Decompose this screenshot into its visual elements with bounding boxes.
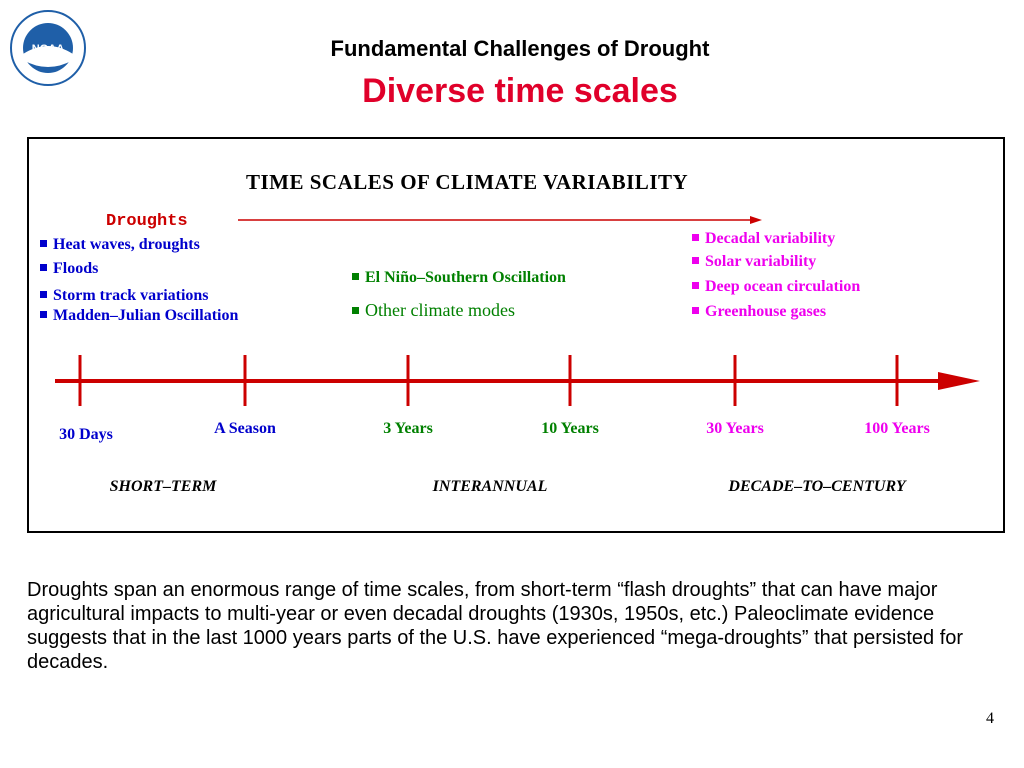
timeline-label: 10 Years bbox=[541, 420, 599, 437]
timeline-label: 30 Days bbox=[59, 426, 113, 443]
timeline-label: 100 Years bbox=[864, 420, 930, 437]
bullet-item: Deep ocean circulation bbox=[692, 278, 860, 296]
arrow-label: Droughts bbox=[106, 212, 188, 231]
bullet-item: Heat waves, droughts bbox=[40, 236, 200, 254]
bullet-item: Other climate modes bbox=[352, 300, 515, 321]
timeline-arrow-head bbox=[938, 372, 980, 390]
logo: NOAA bbox=[10, 10, 86, 86]
page-number: 4 bbox=[986, 710, 994, 727]
slide-title: Fundamental Challenges of Drought bbox=[330, 36, 710, 61]
bullet-item: Madden–Julian Oscillation bbox=[40, 307, 238, 325]
bullet-item: Decadal variability bbox=[692, 230, 835, 248]
logo-text: NOAA bbox=[32, 43, 64, 55]
slide-subtitle: Diverse time scales bbox=[362, 72, 678, 110]
bullet-item: Greenhouse gases bbox=[692, 303, 826, 321]
range-label: SHORT–TERM bbox=[109, 478, 217, 495]
bullet-item: El Niño–Southern Oscillation bbox=[352, 269, 566, 287]
timeline-label: 3 Years bbox=[383, 420, 433, 437]
body-text: Droughts span an enormous range of time … bbox=[27, 579, 964, 673]
bullet-item: Floods bbox=[40, 260, 98, 278]
bullet-item: Storm track variations bbox=[40, 287, 209, 305]
drought-arrow-head bbox=[750, 216, 762, 224]
timeline-label: 30 Years bbox=[706, 420, 764, 437]
timeline-label: A Season bbox=[214, 420, 276, 437]
bullet-item: Solar variability bbox=[692, 253, 816, 271]
diagram-title: TIME SCALES OF CLIMATE VARIABILITY bbox=[246, 170, 689, 194]
diagram-frame bbox=[27, 137, 1005, 533]
range-label: INTERANNUAL bbox=[432, 478, 548, 495]
range-label: DECADE–TO–CENTURY bbox=[728, 478, 906, 495]
